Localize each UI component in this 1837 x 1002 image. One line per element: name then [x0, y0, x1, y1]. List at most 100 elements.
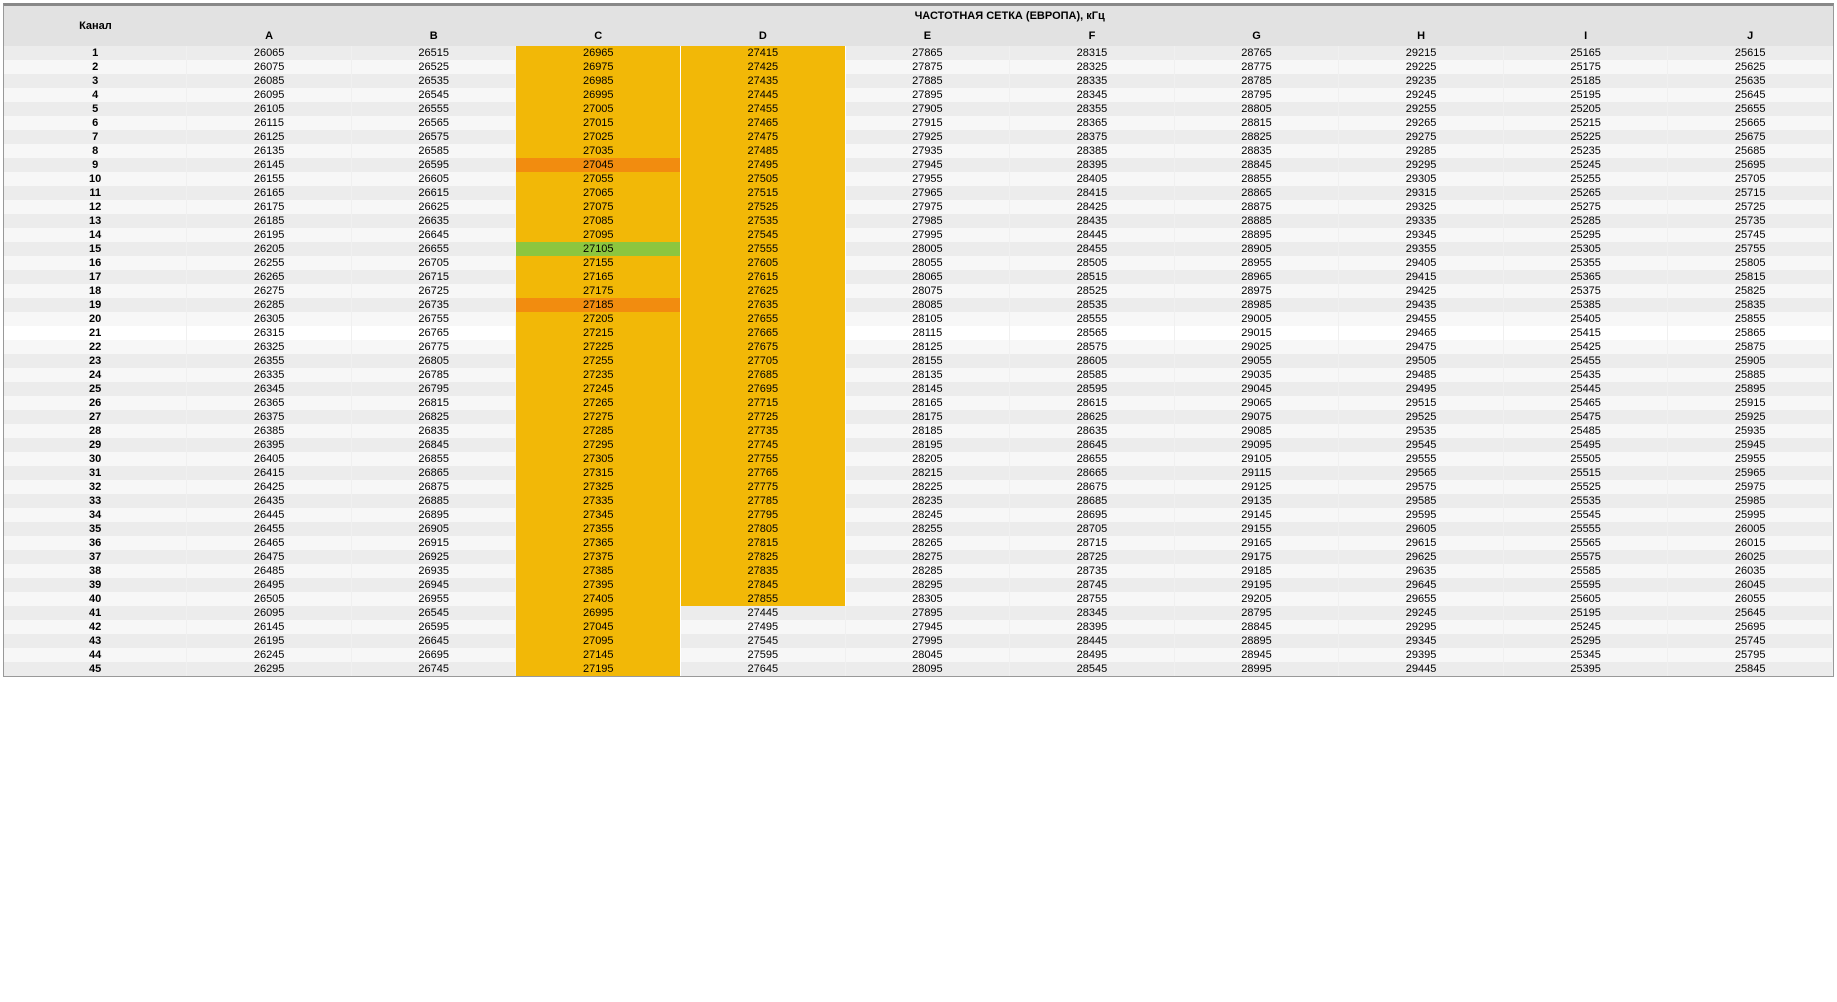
table-row[interactable]: 7261252657527025274752792528375288252927…	[4, 130, 1833, 144]
table-row[interactable]: 3026405268552730527755282052865529105295…	[4, 452, 1833, 466]
freq-cell: 26015	[1668, 536, 1833, 550]
freq-cell: 28665	[1010, 466, 1175, 480]
table-row[interactable]: 1926285267352718527635280852853528985294…	[4, 298, 1833, 312]
table-row[interactable]: 3626465269152736527815282652871529165296…	[4, 536, 1833, 550]
table-row[interactable]: 2326355268052725527705281552860529055295…	[4, 354, 1833, 368]
column-header-H[interactable]: H	[1339, 26, 1504, 46]
channel-header[interactable]: Канал	[4, 6, 187, 46]
freq-cell: 26595	[351, 158, 516, 172]
freq-cell: 28995	[1174, 662, 1339, 676]
column-header-C[interactable]: C	[516, 26, 681, 46]
column-header-B[interactable]: B	[351, 26, 516, 46]
freq-cell: 29295	[1339, 158, 1504, 172]
freq-cell: 28005	[845, 242, 1010, 256]
table-row[interactable]: 3426445268952734527795282452869529145295…	[4, 508, 1833, 522]
table-row[interactable]: 3526455269052735527805282552870529155296…	[4, 522, 1833, 536]
table-row[interactable]: 1126165266152706527515279652841528865293…	[4, 186, 1833, 200]
freq-cell: 25535	[1503, 494, 1668, 508]
table-row[interactable]: 4126095265452699527445278952834528795292…	[4, 606, 1833, 620]
freq-cell: 26535	[351, 74, 516, 88]
table-row[interactable]: 4526295267452719527645280952854528995294…	[4, 662, 1833, 676]
freq-cell: 26865	[351, 466, 516, 480]
table-row[interactable]: 3726475269252737527825282752872529175296…	[4, 550, 1833, 564]
channel-number: 31	[4, 466, 187, 480]
freq-cell: 26005	[1668, 522, 1833, 536]
freq-cell: 25845	[1668, 662, 1833, 676]
table-title[interactable]: ЧАСТОТНАЯ СЕТКА (ЕВРОПА), кГц	[187, 6, 1833, 26]
table-row[interactable]: 2226325267752722527675281252857529025294…	[4, 340, 1833, 354]
freq-cell: 27085	[516, 214, 681, 228]
table-row[interactable]: 1826275267252717527625280752852528975294…	[4, 284, 1833, 298]
table-row[interactable]: 1260652651526965274152786528315287652921…	[4, 46, 1833, 60]
freq-cell: 27635	[681, 298, 846, 312]
table-row[interactable]: 4026505269552740527855283052875529205296…	[4, 592, 1833, 606]
freq-cell: 26795	[351, 382, 516, 396]
column-header-J[interactable]: J	[1668, 26, 1833, 46]
channel-number: 32	[4, 480, 187, 494]
table-row[interactable]: 2726375268252727527725281752862529075295…	[4, 410, 1833, 424]
freq-cell: 26035	[1668, 564, 1833, 578]
table-row[interactable]: 2926395268452729527745281952864529095295…	[4, 438, 1833, 452]
column-header-E[interactable]: E	[845, 26, 1010, 46]
table-row[interactable]: 9261452659527045274952794528395288452929…	[4, 158, 1833, 172]
freq-cell: 26635	[351, 214, 516, 228]
freq-cell: 25165	[1503, 46, 1668, 60]
table-row[interactable]: 8261352658527035274852793528385288352928…	[4, 144, 1833, 158]
table-row[interactable]: 2260752652526975274252787528325287752922…	[4, 60, 1833, 74]
table-row[interactable]: 3260852653526985274352788528335287852923…	[4, 74, 1833, 88]
table-row[interactable]: 1226175266252707527525279752842528875293…	[4, 200, 1833, 214]
table-row[interactable]: 1626255267052715527605280552850528955294…	[4, 256, 1833, 270]
table-row[interactable]: 3226425268752732527775282252867529125295…	[4, 480, 1833, 494]
freq-cell: 26185	[187, 214, 352, 228]
freq-cell: 28085	[845, 298, 1010, 312]
table-row[interactable]: 3126415268652731527765282152866529115295…	[4, 466, 1833, 480]
table-row[interactable]: 1726265267152716527615280652851528965294…	[4, 270, 1833, 284]
table-row[interactable]: 3926495269452739527845282952874529195296…	[4, 578, 1833, 592]
table-row[interactable]: 3326435268852733527785282352868529135295…	[4, 494, 1833, 508]
freq-cell: 27305	[516, 452, 681, 466]
table-row[interactable]: 4226145265952704527495279452839528845292…	[4, 620, 1833, 634]
channel-number: 1	[4, 46, 187, 60]
freq-cell: 28305	[845, 592, 1010, 606]
table-row[interactable]: 1426195266452709527545279952844528895293…	[4, 228, 1833, 242]
table-row[interactable]: 2126315267652721527665281152856529015294…	[4, 326, 1833, 340]
freq-cell: 27315	[516, 466, 681, 480]
freq-cell: 29135	[1174, 494, 1339, 508]
freq-cell: 28695	[1010, 508, 1175, 522]
freq-cell: 27465	[681, 116, 846, 130]
table-row[interactable]: 2526345267952724527695281452859529045294…	[4, 382, 1833, 396]
column-header-F[interactable]: F	[1010, 26, 1175, 46]
column-header-I[interactable]: I	[1503, 26, 1668, 46]
freq-cell: 28135	[845, 368, 1010, 382]
freq-cell: 28745	[1010, 578, 1175, 592]
table-row[interactable]: 1026155266052705527505279552840528855293…	[4, 172, 1833, 186]
freq-cell: 25395	[1503, 662, 1668, 676]
freq-cell: 29585	[1339, 494, 1504, 508]
table-row[interactable]: 4260952654526995274452789528345287952924…	[4, 88, 1833, 102]
table-row[interactable]: 4426245266952714527595280452849528945293…	[4, 648, 1833, 662]
table-row[interactable]: 2826385268352728527735281852863529085295…	[4, 424, 1833, 438]
freq-cell: 25745	[1668, 228, 1833, 242]
column-header-A[interactable]: A	[187, 26, 352, 46]
table-row[interactable]: 2626365268152726527715281652861529065295…	[4, 396, 1833, 410]
freq-cell: 26815	[351, 396, 516, 410]
table-row[interactable]: 4326195266452709527545279952844528895293…	[4, 634, 1833, 648]
table-row[interactable]: 3826485269352738527835282852873529185296…	[4, 564, 1833, 578]
table-row[interactable]: 6261152656527015274652791528365288152926…	[4, 116, 1833, 130]
table-row[interactable]: 1526205266552710527555280052845528905293…	[4, 242, 1833, 256]
table-row[interactable]: 1326185266352708527535279852843528885293…	[4, 214, 1833, 228]
column-header-G[interactable]: G	[1174, 26, 1339, 46]
table-row[interactable]: 5261052655527005274552790528355288052925…	[4, 102, 1833, 116]
freq-cell: 27615	[681, 270, 846, 284]
freq-cell: 27095	[516, 634, 681, 648]
freq-cell: 25345	[1503, 648, 1668, 662]
freq-cell: 25235	[1503, 144, 1668, 158]
table-row[interactable]: 2026305267552720527655281052855529005294…	[4, 312, 1833, 326]
freq-cell: 29265	[1339, 116, 1504, 130]
table-row[interactable]: 2426335267852723527685281352858529035294…	[4, 368, 1833, 382]
freq-cell: 25715	[1668, 186, 1833, 200]
column-header-D[interactable]: D	[681, 26, 846, 46]
freq-cell: 25935	[1668, 424, 1833, 438]
freq-cell: 29215	[1339, 46, 1504, 60]
freq-cell: 25795	[1668, 648, 1833, 662]
